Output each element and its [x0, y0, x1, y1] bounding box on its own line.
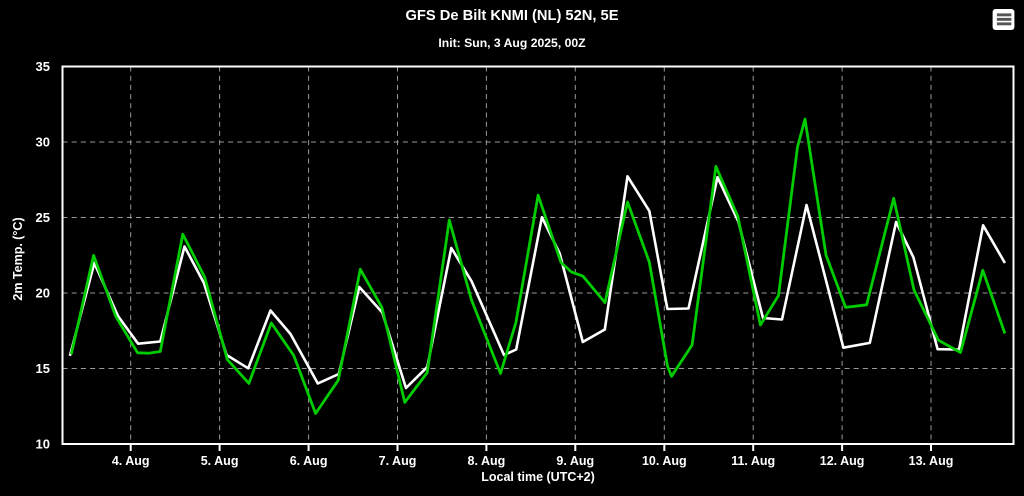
svg-text:11. Aug: 11. Aug [731, 454, 775, 468]
svg-text:13. Aug: 13. Aug [909, 454, 954, 468]
svg-text:8. Aug: 8. Aug [468, 454, 506, 468]
svg-text:Init: Sun, 3 Aug 2025, 00Z: Init: Sun, 3 Aug 2025, 00Z [438, 36, 586, 50]
svg-text:30: 30 [36, 135, 50, 150]
svg-text:2m Temp. (°C): 2m Temp. (°C) [11, 217, 25, 300]
svg-text:5. Aug: 5. Aug [201, 454, 239, 468]
svg-text:7. Aug: 7. Aug [379, 454, 417, 468]
svg-text:4. Aug: 4. Aug [112, 454, 150, 468]
svg-text:25: 25 [36, 210, 50, 225]
svg-text:GFS De Bilt KNMI (NL) 52N, 5E: GFS De Bilt KNMI (NL) 52N, 5E [406, 8, 619, 24]
svg-text:Local time (UTC+2): Local time (UTC+2) [481, 470, 595, 484]
svg-text:12. Aug: 12. Aug [820, 454, 865, 468]
svg-text:35: 35 [36, 59, 50, 74]
svg-text:15: 15 [36, 361, 50, 376]
svg-text:6. Aug: 6. Aug [290, 454, 328, 468]
svg-text:9. Aug: 9. Aug [556, 454, 594, 468]
svg-text:10: 10 [36, 437, 50, 452]
svg-text:10. Aug: 10. Aug [642, 454, 687, 468]
svg-text:20: 20 [36, 286, 50, 301]
